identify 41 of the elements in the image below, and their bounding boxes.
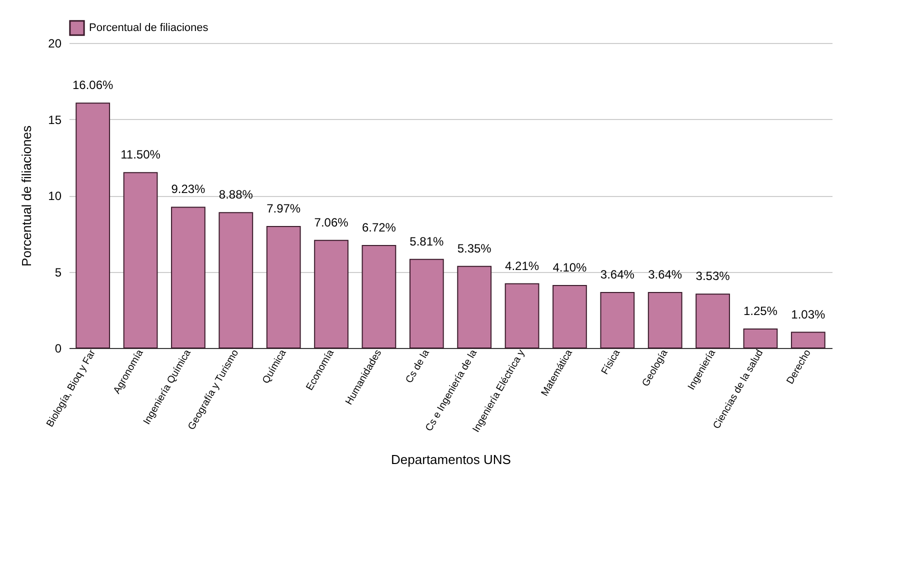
bar <box>600 292 635 348</box>
data-label: 5.35% <box>457 241 492 256</box>
data-label: 5.81% <box>410 234 444 248</box>
bar <box>314 240 348 348</box>
y-tick-label: 20 <box>48 36 62 50</box>
bar <box>409 258 444 348</box>
data-label: 7.06% <box>314 215 349 230</box>
y-tick-label: 0 <box>54 342 62 356</box>
data-label: 8.88% <box>218 188 254 202</box>
data-label: 3.64% <box>600 267 635 282</box>
bar <box>457 266 492 348</box>
bar <box>218 212 254 348</box>
data-label: 3.53% <box>696 269 730 284</box>
bar <box>362 245 396 348</box>
data-label: 1.03% <box>791 307 826 322</box>
data-label: 4.21% <box>505 258 540 273</box>
legend-label: Porcentual de filiaciones <box>89 22 209 34</box>
bar <box>790 332 826 348</box>
bar <box>171 206 206 348</box>
y-tick-label: 5 <box>54 265 62 280</box>
x-axis-title: Departamentos UNS <box>391 452 512 467</box>
x-tick-label: Cs de la <box>404 348 432 386</box>
bar <box>696 294 730 348</box>
data-label: 6.72% <box>362 220 396 235</box>
bar <box>743 328 778 348</box>
bar <box>552 284 587 348</box>
y-tick-label: 10 <box>48 189 62 203</box>
data-label: 9.23% <box>171 182 206 196</box>
data-label: 7.97% <box>266 201 301 216</box>
bar <box>266 226 301 348</box>
bar <box>648 292 682 348</box>
data-label: 16.06% <box>72 78 114 92</box>
data-label: 1.25% <box>743 304 778 318</box>
y-axis-title: Porcentual de filiaciones <box>19 125 34 266</box>
bar <box>123 172 158 348</box>
bar <box>504 283 540 348</box>
bar <box>76 102 110 348</box>
data-label: 11.50% <box>120 148 161 162</box>
data-label: 3.64% <box>648 267 682 282</box>
y-tick-label: 15 <box>48 112 62 127</box>
data-label: 4.10% <box>552 260 588 274</box>
